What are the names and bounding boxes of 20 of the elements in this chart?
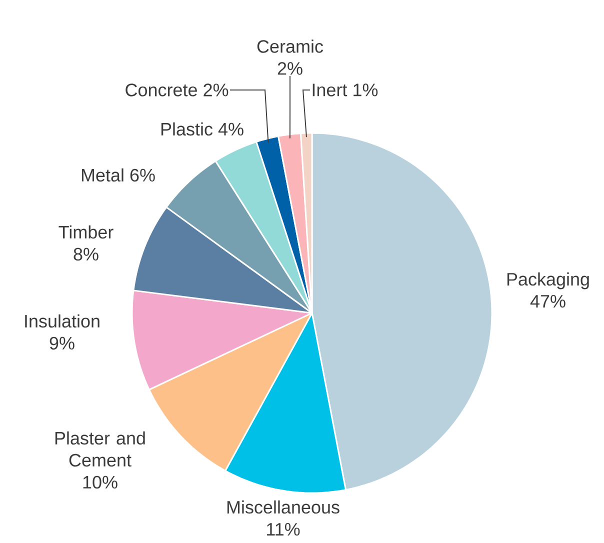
data-label: 11% bbox=[267, 522, 300, 536]
slice-label: Plaster and Cement bbox=[55, 431, 145, 467]
data-label: 47% bbox=[530, 294, 566, 308]
slice-label: Inert bbox=[312, 84, 348, 96]
data-label: 6% bbox=[130, 168, 155, 182]
slice-label: Miscellaneous bbox=[227, 500, 340, 514]
slice-label: Plastic bbox=[161, 122, 213, 136]
slice-label: Insulation bbox=[25, 314, 100, 328]
data-label: 1% bbox=[354, 84, 378, 96]
data-label: 9% bbox=[50, 336, 74, 350]
data-label: 2% bbox=[278, 62, 302, 75]
data-label: 4% bbox=[218, 122, 244, 136]
data-label: 10% bbox=[83, 476, 118, 489]
slice-label: Concrete bbox=[126, 84, 197, 96]
data-label: 2% bbox=[204, 84, 228, 96]
data-label: 8% bbox=[74, 248, 98, 261]
slice-label: Packaging bbox=[507, 272, 589, 290]
slice-label: Ceramic bbox=[257, 40, 324, 53]
slice-label: Timber bbox=[58, 225, 114, 239]
slice-label: Metal bbox=[82, 168, 124, 182]
